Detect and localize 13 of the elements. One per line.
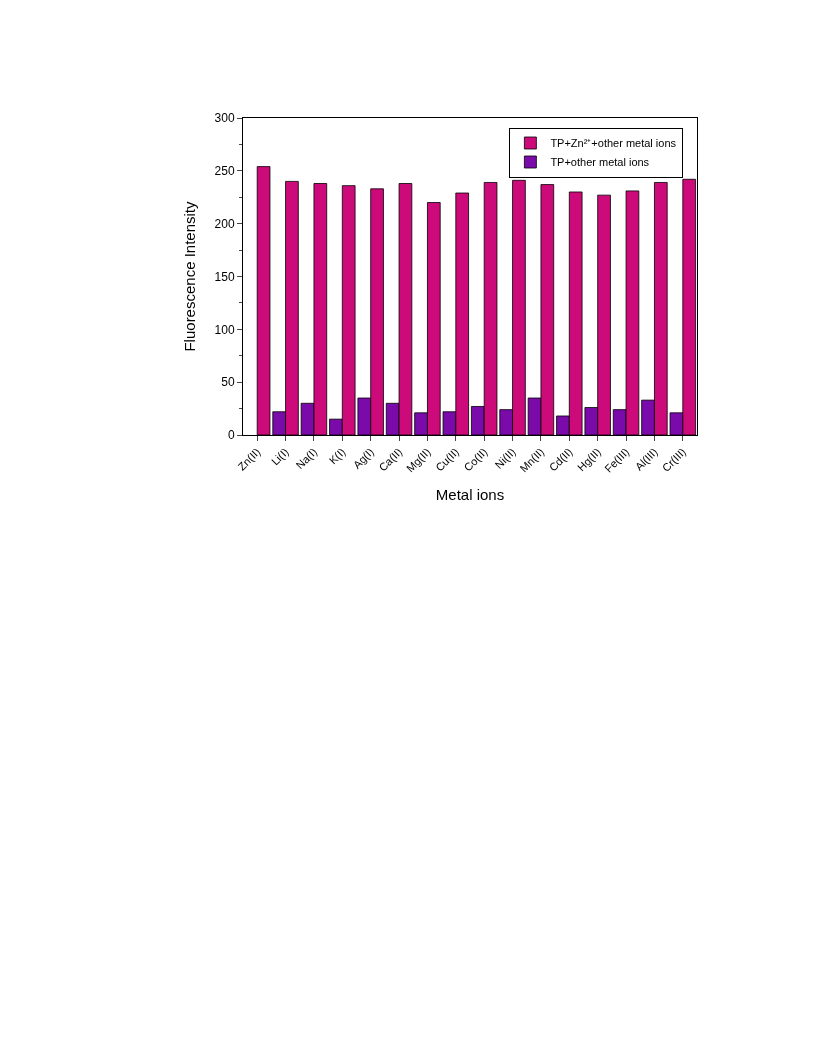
y-tick-label: 50: [221, 375, 235, 390]
legend-label: TP+other metal ions: [550, 156, 650, 169]
y-axis-title: Fluorescence Intensity: [180, 200, 198, 352]
y-tick-label: 250: [214, 164, 235, 179]
y-tick-label: 100: [214, 322, 235, 337]
y-tick-label: 300: [214, 111, 235, 126]
x-axis-title: Metal ions: [435, 485, 505, 503]
x-tick-label: Li(I): [268, 445, 291, 468]
legend-label: TP+Zn²⁺+other metal ions: [550, 137, 677, 150]
x-tick-label: K(I): [326, 445, 348, 467]
y-tick-label: 200: [214, 216, 235, 231]
y-tick-label: 0: [227, 428, 235, 443]
y-tick-label: 150: [214, 269, 235, 284]
